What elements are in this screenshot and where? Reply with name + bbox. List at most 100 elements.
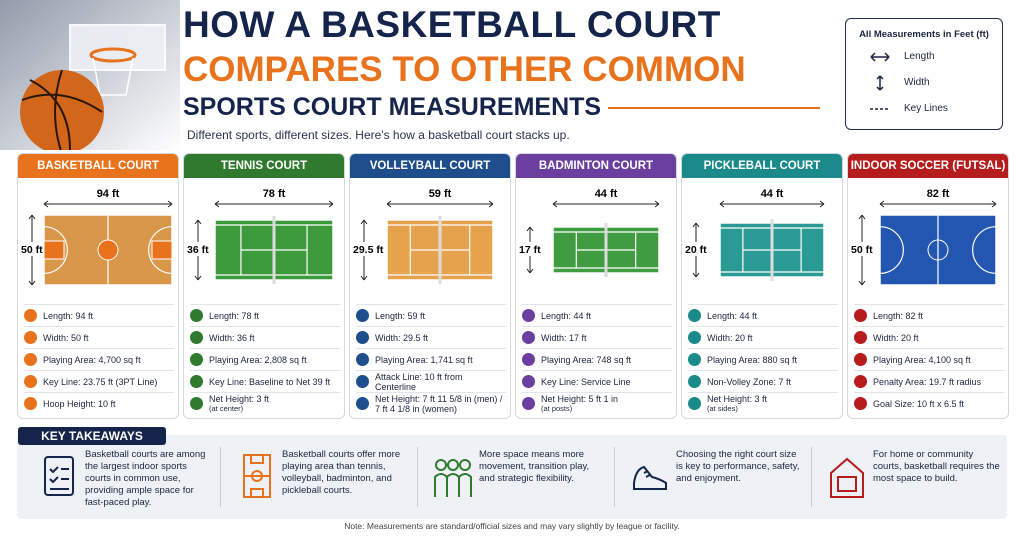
takeaway-icon — [830, 457, 864, 498]
spec-text: Non-Volley Zone: 7 ft — [707, 376, 792, 387]
spec-icon — [190, 309, 203, 322]
width-label: 17 ft — [519, 244, 541, 256]
spec-icon — [522, 309, 535, 322]
spec-text-wrap: Non-Volley Zone: 7 ft — [707, 377, 791, 387]
spec-text: Net Height: 3 ft — [209, 393, 270, 404]
spec-text: Length: 59 ft — [375, 310, 426, 321]
spec-text-wrap: Playing Area: 748 sq ft — [541, 355, 631, 365]
length-arrow — [386, 200, 494, 208]
spec-text: Length: 44 ft — [707, 310, 758, 321]
width-label: 50 ft — [851, 244, 873, 256]
icon-shape — [830, 457, 864, 498]
spec-text: Playing Area: 4,100 sq ft — [873, 354, 971, 365]
spec-icon — [688, 375, 701, 388]
spec-icon — [854, 375, 867, 388]
spec-icon — [24, 375, 37, 388]
court-diagram: 94 ft 50 ft — [18, 188, 173, 286]
divider — [417, 447, 418, 507]
divider — [614, 447, 615, 507]
spec-row: Length: 78 ft — [190, 304, 340, 326]
title: SPORTS COURT MEASUREMENTS — [183, 93, 602, 121]
spec-icon — [854, 397, 867, 410]
legend-item: Width — [904, 77, 930, 88]
subtitle: Different sports, different sizes. Here'… — [187, 128, 570, 142]
spec-row: Length: 82 ft — [854, 304, 1004, 326]
length-arrow — [719, 200, 825, 208]
spec-text: Playing Area: 1,741 sq ft — [375, 354, 473, 365]
spec-text-wrap: Goal Size: 10 ft x 6.5 ft — [873, 399, 964, 409]
width-label: 50 ft — [21, 244, 43, 256]
spec-note: (at sides) — [707, 403, 738, 413]
takeaway-text: More space means more movement, transiti… — [479, 449, 590, 484]
width-label-bg — [848, 242, 880, 256]
spec-row: Net Height: 5 ft 1 in (at posts) — [522, 392, 672, 414]
spec-text: Key Line: 23.75 ft (3PT Line) — [43, 376, 158, 387]
icon-shape — [458, 473, 472, 497]
takeaway-icon — [243, 454, 271, 498]
spec-icon — [190, 331, 203, 344]
spec-row: Playing Area: 1,741 sq ft — [356, 348, 506, 370]
footnote: Note: Measurements are standard/official… — [344, 521, 680, 531]
spec-text-wrap: Key Line: 23.75 ft (3PT Line) — [43, 377, 157, 387]
icon-shape — [837, 476, 857, 492]
spec-text: Length: 82 ft — [873, 310, 924, 321]
spec-row: Playing Area: 2,808 sq ft — [190, 348, 340, 370]
spec-row: Penalty Area: 19.7 ft radius — [854, 370, 1004, 392]
spec-row: Net Height: 7 ft 11 5/8 in (men) / 7 ft … — [356, 392, 506, 414]
spec-row: Length: 44 ft — [688, 304, 838, 326]
width-label-bg — [682, 242, 714, 256]
spec-icon — [854, 331, 867, 344]
spec-icon — [190, 353, 203, 366]
legend-icon — [870, 108, 890, 110]
icon-shape — [435, 459, 447, 471]
spec-icon — [688, 353, 701, 366]
spec-note: (at posts) — [541, 403, 573, 413]
spec-row: Goal Size: 10 ft x 6.5 ft — [854, 392, 1004, 414]
spec-text-wrap: Playing Area: 4,700 sq ft — [43, 355, 141, 365]
spec-text-wrap: Length: 82 ft — [873, 311, 923, 321]
spec-text: Net Height: 5 ft 1 in — [541, 393, 619, 404]
court-diagram: 59 ft 29.5 ft — [350, 188, 494, 284]
spec-icon — [356, 397, 369, 410]
spec-row: Playing Area: 748 sq ft — [522, 348, 672, 370]
spec-text-wrap: Playing Area: 1,741 sq ft — [375, 355, 473, 365]
spec-text: Playing Area: 2,808 sq ft — [209, 354, 307, 365]
spec-row: Key Line: Baseline to Net 39 ft — [190, 370, 340, 392]
spec-text: Hoop Height: 10 ft — [43, 398, 116, 409]
card-title: PICKLEBALL COURT — [682, 154, 842, 178]
spec-icon — [688, 397, 701, 410]
spec-row: Width: 20 ft — [688, 326, 838, 348]
spec-row: Playing Area: 880 sq ft — [688, 348, 838, 370]
spec-text-wrap: Length: 44 ft — [541, 311, 591, 321]
title: HOW A BASKETBALL COURT — [183, 4, 721, 45]
spec-text-wrap: Playing Area: 2,808 sq ft — [209, 355, 307, 365]
length-arrow — [43, 200, 173, 208]
spec-text: Width: 17 ft — [541, 332, 587, 343]
takeaway-icon — [633, 465, 667, 490]
spec-row: Length: 94 ft — [24, 304, 174, 326]
spec-text-wrap: Width: 20 ft — [873, 333, 919, 343]
takeaway-text: Choosing the right court size is key to … — [676, 449, 800, 484]
spec-row: Width: 17 ft — [522, 326, 672, 348]
spec-row: Playing Area: 4,700 sq ft — [24, 348, 174, 370]
spec-icon — [356, 375, 369, 388]
width-label: 36 ft — [187, 244, 209, 256]
court-card: PICKLEBALL COURT 44 ft 20 ft Length: 44 ft W… — [681, 153, 843, 419]
spec-text: Playing Area: 880 sq ft — [707, 354, 798, 365]
court-diagram: 44 ft 20 ft — [682, 188, 825, 281]
width-label-bg — [350, 242, 382, 256]
arrow-icon — [870, 52, 890, 62]
spec-row: Net Height: 3 ft (at center) — [190, 392, 340, 414]
title-rule — [608, 107, 820, 109]
length-label: 59 ft — [429, 188, 452, 200]
spec-icon — [190, 397, 203, 410]
length-arrow — [214, 200, 334, 208]
length-arrow — [879, 200, 997, 208]
length-arrow — [552, 200, 660, 208]
length-label: 82 ft — [927, 188, 950, 200]
takeaways: Basketball courts are among the largest … — [17, 435, 1007, 519]
takeaway-icon — [434, 459, 472, 497]
card-title: BADMINTON COURT — [516, 154, 676, 178]
court-card: BADMINTON COURT 44 ft 17 ft Length: 44 ft Wi… — [515, 153, 677, 419]
spec-row: Non-Volley Zone: 7 ft — [688, 370, 838, 392]
